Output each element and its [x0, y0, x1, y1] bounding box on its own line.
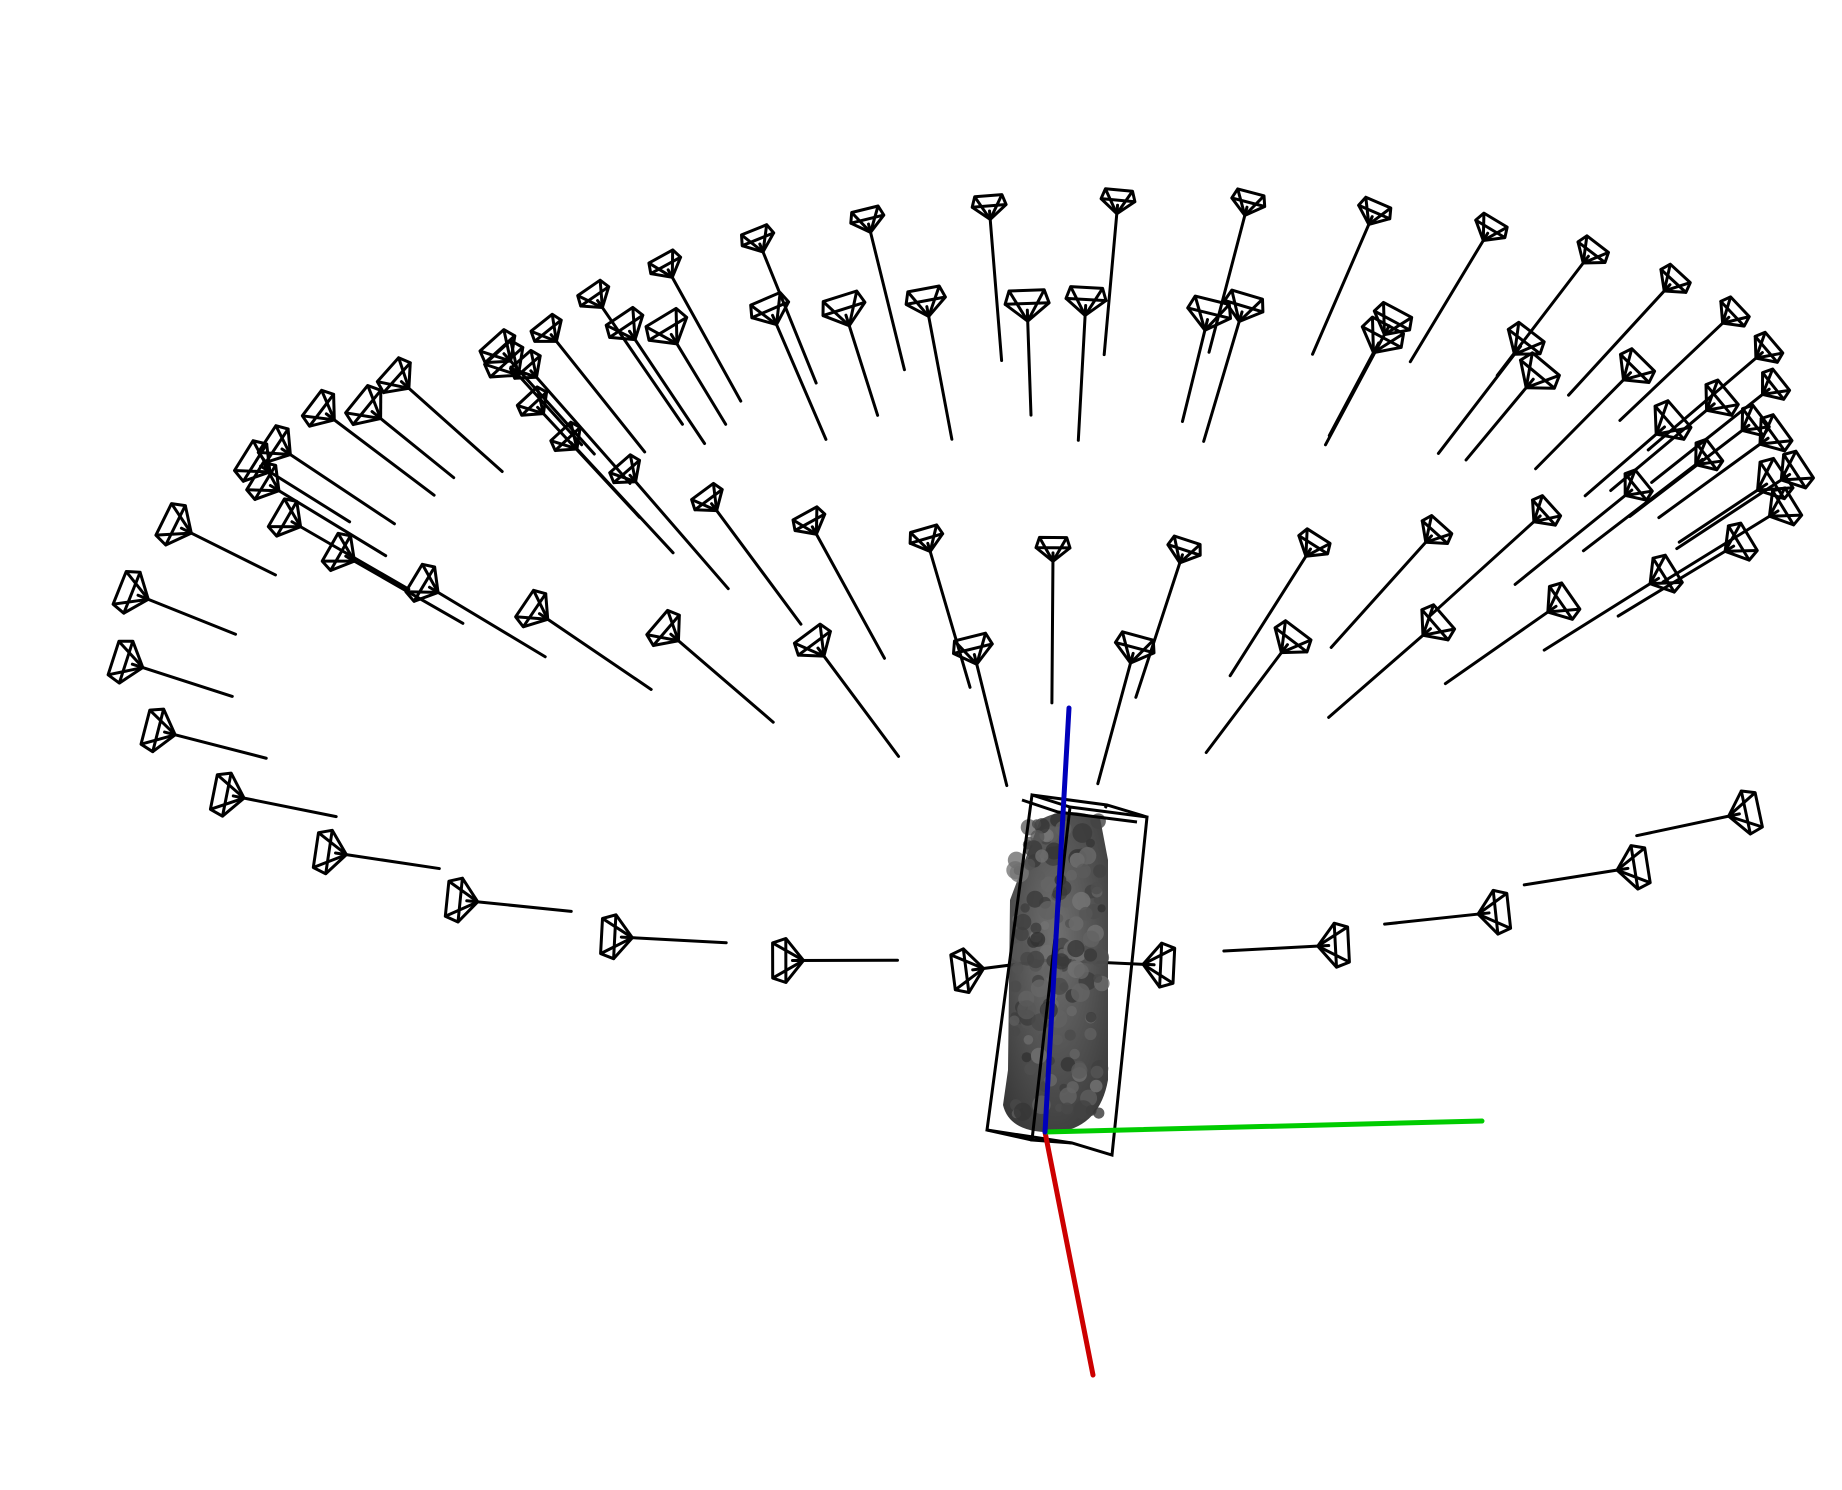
camera-frustum-upper-19: [515, 385, 642, 519]
camera-frustum-middle-3: [1616, 521, 1759, 618]
camera-frustum-middle-8: [1096, 630, 1156, 786]
camera-frustum-lower-5: [1222, 921, 1351, 969]
camera-frustum-lower-13: [139, 707, 268, 760]
camera-frustum-lower-4: [1383, 888, 1513, 936]
camera-frustum-upper-22: [576, 278, 684, 426]
camera-frustum-middle-19: [375, 356, 504, 473]
camera-frustum-upper-14: [908, 523, 972, 689]
camera-frustum-upper-17: [608, 453, 730, 591]
camera-frustum-upper-24: [740, 223, 818, 385]
x-axis: [1042, 1129, 1096, 1378]
scanned-object: [985, 793, 1149, 1157]
camera-frustum-upper-28: [1207, 187, 1267, 354]
camera-frustum-lower-9: [599, 913, 728, 961]
camera-frustum-upper-27: [1099, 187, 1137, 357]
camera-frustum-upper-16: [690, 481, 803, 626]
z-axis: [1042, 705, 1072, 1135]
coordinate-axes: [1042, 705, 1485, 1378]
camera-frustum-lower-2: [1635, 789, 1764, 838]
camera-frustum-lower-12: [208, 771, 338, 819]
camera-frustum-upper-26: [970, 193, 1008, 362]
camera-frustum-lower-24: [1327, 315, 1405, 438]
camera-frustum-middle-27: [1436, 320, 1546, 455]
camera-frustum-middle-22: [749, 291, 828, 441]
camera-frustum-upper-21: [529, 312, 647, 454]
camera-frustum-middle-9: [952, 631, 1009, 788]
camera-frustum-middle-11: [645, 608, 775, 724]
camera-frustum-middle-15: [266, 497, 411, 591]
camera-frustum-lower-11: [311, 828, 441, 876]
camera-frustum-lower-8: [771, 937, 899, 984]
camera-frustum-lower-3: [1522, 844, 1652, 891]
camera-frustum-upper-29: [1311, 195, 1393, 356]
camera-frustum-upper-30: [1408, 211, 1509, 364]
camera-frustum-upper-9: [1427, 494, 1563, 619]
camera-frustum-middle-16: [245, 461, 388, 558]
camera-frustum-middle-21: [604, 305, 707, 445]
camera-frustum-upper-12: [1134, 534, 1202, 699]
camera-frustum-middle-12: [514, 588, 653, 691]
camera-frustum-lower-14: [106, 639, 234, 698]
camera-frustum-lower-15: [111, 570, 238, 636]
camera-frustum-upper-23: [647, 248, 743, 403]
camera-frustum-middle-26: [1323, 300, 1414, 447]
y-axis: [1042, 1118, 1485, 1135]
camera-frustum-middle-7: [1204, 619, 1313, 755]
camera-frustum-middle-24: [1064, 285, 1108, 442]
camera-frustum-lower-23: [1180, 294, 1232, 423]
camera-frustum-lower-20: [644, 306, 728, 426]
camera-frustum-upper-7: [1581, 437, 1725, 553]
camera-frustum-lower-19: [483, 339, 584, 447]
camera-frustum-middle-30: [1657, 413, 1794, 520]
camera-frustum-lower-27: [1677, 456, 1795, 544]
camera-frustum-middle-5: [1443, 581, 1582, 686]
camera-frustum-lower-18: [344, 384, 456, 480]
camera-frustum-lower-26: [1583, 399, 1693, 498]
camera-frustum-lower-10: [443, 876, 573, 924]
camera-frustum-lower-22: [1003, 288, 1051, 417]
camera-frustum-upper-8: [1513, 468, 1654, 586]
camera-frustum-upper-20: [509, 348, 632, 485]
camera-frustum-upper-10: [1329, 514, 1454, 649]
camera-frustum-middle-13: [404, 562, 547, 659]
camera-frustum-upper-15: [791, 505, 886, 660]
camera-frustum-upper-5: [1650, 367, 1792, 484]
camera-frustum-lower-21: [821, 289, 880, 417]
camera-frustum-middle-6: [1327, 603, 1457, 719]
camera-frustum-middle-20: [478, 328, 596, 456]
camera-frustum-lower-16: [154, 502, 277, 577]
camera-frustum-middle-10: [792, 622, 901, 758]
camera-frustum-upper-3: [1618, 295, 1751, 422]
camera-frustum-lower-17: [233, 439, 352, 524]
camera-frustum-middle-18: [300, 388, 436, 497]
camera-frustum-upper-2: [1567, 262, 1692, 397]
camera-frustum-middle-28: [1534, 347, 1657, 471]
camera-frustum-upper-13: [1034, 535, 1072, 705]
camera-frustum-middle-29: [1609, 378, 1740, 493]
camera-frustum-upper-25: [849, 204, 906, 372]
camera-frustum-lower-25: [1464, 351, 1561, 462]
camera-poses: [106, 187, 1815, 994]
camera-frustum-middle-4: [1542, 553, 1684, 652]
camera-frustum-middle-1: [1675, 449, 1815, 551]
camera-frustum-middle-23: [904, 284, 954, 441]
camera-frustum-upper-11: [1228, 527, 1332, 678]
